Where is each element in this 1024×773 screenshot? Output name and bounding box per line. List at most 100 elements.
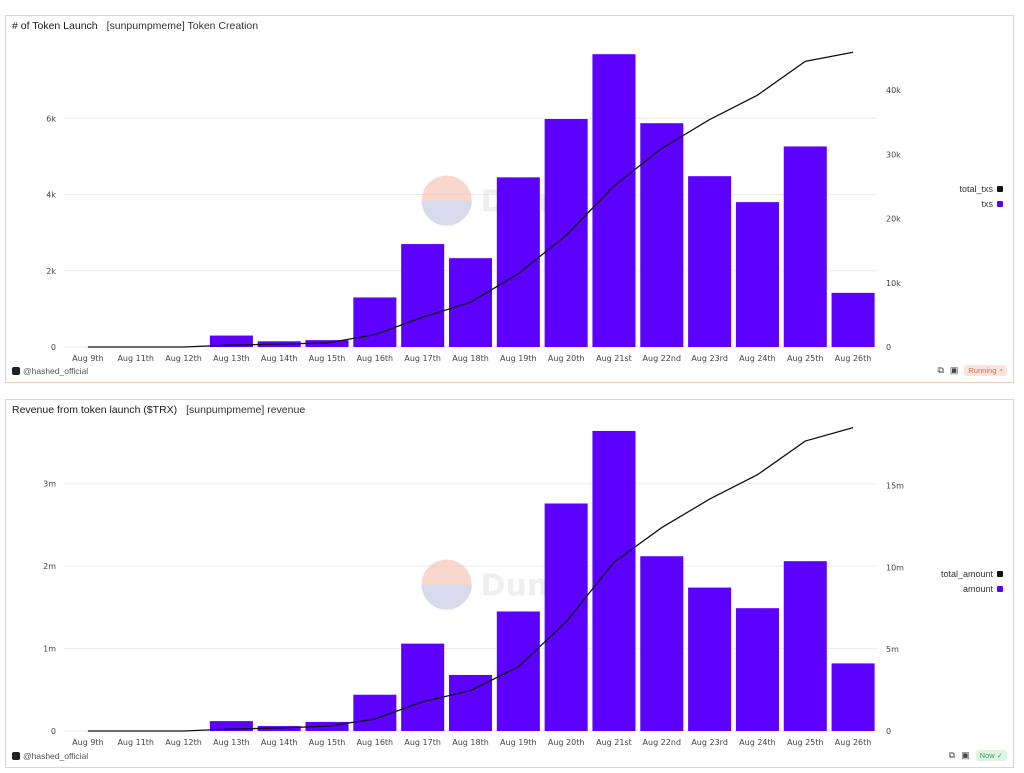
y-right-tick-label: 15m: [886, 482, 904, 491]
y-left-tick-label: 3m: [43, 480, 56, 489]
camera-icon[interactable]: ▣: [949, 365, 959, 375]
chart-legend: total_txs txs: [959, 181, 1003, 211]
chart-title-text: Revenue from token launch ($TRX): [12, 404, 178, 416]
x-tick-label: Aug 18th: [452, 738, 489, 747]
bar: [544, 503, 588, 731]
camera-icon[interactable]: ▣: [961, 750, 970, 760]
x-tick-label: Aug 12th: [165, 738, 202, 747]
bar: [401, 244, 445, 347]
token-launch-panel: # of Token Launch [sunpumpmeme] Token Cr…: [5, 15, 1014, 383]
x-tick-label: Aug 25th: [787, 738, 824, 747]
legend-label: total_amount: [940, 568, 993, 579]
x-tick-label: Aug 22nd: [643, 354, 682, 363]
bar: [831, 663, 875, 731]
x-tick-label: Aug 23rd: [691, 738, 728, 747]
watermark-half: [421, 584, 472, 610]
y-left-tick-label: 2k: [46, 267, 56, 276]
status-badge: Now ✓: [975, 750, 1007, 761]
bar: [448, 674, 493, 731]
x-tick-label: Aug 24th: [739, 738, 776, 747]
x-tick-label: Aug 23rd: [691, 354, 728, 363]
x-tick-label: Aug 13th: [213, 738, 250, 747]
y-right-tick-label: 10m: [886, 563, 904, 572]
y-left-tick-label: 4k: [46, 191, 56, 200]
x-tick-label: Aug 20th: [548, 354, 585, 363]
y-right-tick-label: 30k: [886, 150, 901, 159]
x-tick-label: Aug 25th: [787, 354, 824, 363]
user-icon: [12, 752, 20, 760]
bar: [592, 54, 636, 347]
x-tick-label: Aug 11th: [117, 354, 154, 363]
bar: [783, 146, 827, 347]
x-tick-label: Aug 12th: [165, 354, 202, 363]
legend-swatch: [997, 570, 1003, 577]
y-left-tick-label: 6k: [46, 114, 56, 123]
legend-item-total-amount[interactable]: total_amount: [941, 566, 1003, 581]
author-name: @hashed_official: [23, 751, 89, 761]
y-right-tick-label: 10k: [886, 279, 901, 288]
author-link[interactable]: @hashed_official: [12, 751, 88, 761]
x-tick-label: Aug 15th: [309, 354, 346, 363]
x-tick-label: Aug 14th: [261, 738, 298, 747]
chart-subtitle: [sunpumpmeme] Token Creation: [106, 20, 259, 32]
bar: [209, 721, 253, 731]
bar: [783, 561, 827, 731]
chart-subtitle: [sunpumpmeme] revenue: [186, 404, 306, 416]
legend-swatch: [997, 185, 1003, 192]
legend-item-amount[interactable]: amount: [941, 581, 1003, 596]
bar: [640, 123, 684, 347]
x-tick-label: Aug 16th: [357, 354, 394, 363]
x-tick-label: Aug 24th: [739, 354, 776, 363]
legend-item-txs[interactable]: txs: [959, 196, 1003, 211]
legend-item-total-txs[interactable]: total_txs: [959, 181, 1003, 196]
legend-swatch: [997, 200, 1003, 207]
bar: [735, 608, 779, 731]
watermark-half: [421, 200, 472, 226]
bar: [353, 297, 397, 347]
y-right-tick-label: 5m: [886, 645, 899, 654]
x-tick-label: Aug 17th: [404, 354, 441, 363]
author-link[interactable]: @hashed_official: [12, 366, 88, 376]
x-tick-label: Aug 15th: [309, 738, 346, 747]
y-left-tick-label: 0: [51, 727, 56, 736]
y-left-tick-label: 1m: [43, 645, 56, 654]
author-name: @hashed_official: [23, 366, 89, 376]
bar: [401, 643, 445, 731]
status-text: Now: [979, 751, 995, 760]
copy-icon[interactable]: ⧉: [937, 365, 944, 375]
x-tick-label: Aug 11th: [117, 738, 154, 747]
bar: [688, 176, 732, 347]
status-badge: Running ◔: [964, 365, 1007, 376]
legend-label: txs: [981, 198, 993, 209]
x-tick-label: Aug 18th: [452, 354, 489, 363]
x-tick-label: Aug 17th: [404, 738, 441, 747]
footer-tools: ⧉ ▣ Running ◔: [937, 365, 1007, 376]
y-right-tick-label: 0: [886, 727, 891, 736]
y-right-tick-label: 20k: [886, 215, 901, 224]
chart-legend: total_amount amount: [941, 566, 1003, 596]
x-tick-label: Aug 9th: [72, 354, 103, 363]
bar: [735, 202, 779, 347]
x-tick-label: Aug 19th: [500, 738, 537, 747]
legend-label: total_txs: [959, 183, 993, 194]
x-tick-label: Aug 22nd: [643, 738, 682, 747]
y-left-tick-label: 0: [51, 343, 56, 352]
revenue-panel: Revenue from token launch ($TRX) [sunpum…: [5, 399, 1014, 768]
cumulative-line: [87, 51, 854, 348]
bar: [209, 335, 253, 347]
status-text: Running: [968, 366, 997, 375]
x-tick-label: Aug 19th: [500, 354, 537, 363]
x-tick-label: Aug 20th: [548, 738, 585, 747]
cumulative-line: [87, 427, 854, 732]
chart-title-text: # of Token Launch: [12, 20, 98, 32]
bar: [831, 292, 875, 347]
x-tick-label: Aug 21st: [596, 738, 632, 747]
bar: [353, 694, 397, 731]
x-tick-label: Aug 26th: [835, 738, 872, 747]
x-tick-label: Aug 9th: [72, 738, 103, 747]
bar: [544, 119, 588, 347]
y-left-tick-label: 2m: [43, 562, 56, 571]
chart-title: Revenue from token launch ($TRX) [sunpum…: [12, 404, 305, 416]
copy-icon[interactable]: ⧉: [948, 750, 956, 760]
